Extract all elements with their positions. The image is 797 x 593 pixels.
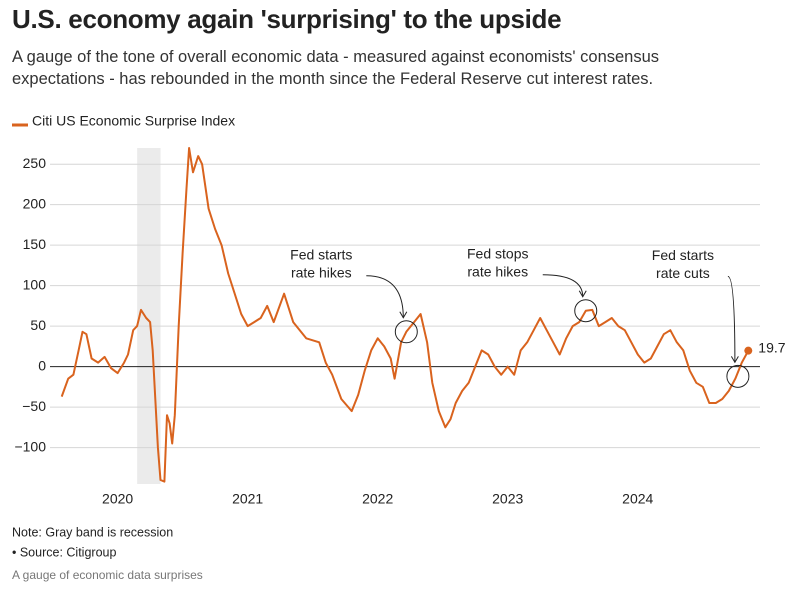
arrow-head (730, 356, 739, 364)
note: Note: Gray band is recession (12, 525, 173, 539)
x-tick-label: 2022 (362, 491, 393, 507)
annotation-text: Fed starts (290, 246, 352, 262)
chart-subtitle: A gauge of the tone of overall economic … (12, 48, 660, 88)
annotation-arrow (542, 274, 584, 297)
y-tick-label: 100 (23, 276, 47, 292)
chart-title: U.S. economy again 'surprising' to the u… (12, 4, 562, 34)
annotation-text: Fed stops (467, 245, 528, 261)
series-line (60, 147, 750, 483)
x-tick-label: 2023 (492, 491, 523, 507)
y-tick-label: −100 (14, 438, 46, 454)
y-tick-label: 250 (23, 155, 47, 171)
annotation-text: rate hikes (291, 264, 352, 280)
x-tick-label: 2020 (102, 491, 133, 507)
annotation-text: Fed starts (652, 247, 714, 263)
y-tick-label: 150 (23, 236, 47, 252)
y-tick-label: −50 (22, 398, 46, 414)
annotation-arrow (727, 275, 736, 363)
x-tick-label: 2021 (232, 491, 263, 507)
annotation-arrow (366, 275, 404, 318)
annotation-text: rate cuts (656, 265, 710, 281)
y-tick-label: 200 (23, 195, 47, 211)
legend-label: Citi US Economic Surprise Index (32, 113, 235, 129)
caption: A gauge of economic data surprises (12, 568, 203, 582)
annotation-circle (574, 299, 598, 323)
arrow-head (399, 311, 408, 319)
x-tick-label: 2024 (622, 491, 653, 507)
y-tick-label: 50 (30, 317, 46, 333)
y-tick-label: 0 (38, 357, 46, 373)
source: • Source: Citigroup (12, 545, 116, 559)
annotation-circle (394, 320, 418, 344)
end-point (744, 346, 753, 355)
arrow-head (578, 290, 587, 298)
annotation-text: rate hikes (467, 263, 528, 279)
end-label: 19.7 (758, 339, 785, 355)
annotation-circle (726, 364, 750, 388)
